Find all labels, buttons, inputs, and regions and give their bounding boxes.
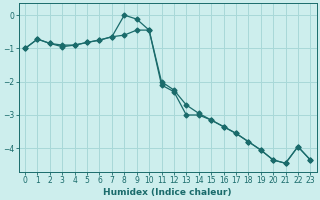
X-axis label: Humidex (Indice chaleur): Humidex (Indice chaleur) bbox=[103, 188, 232, 197]
